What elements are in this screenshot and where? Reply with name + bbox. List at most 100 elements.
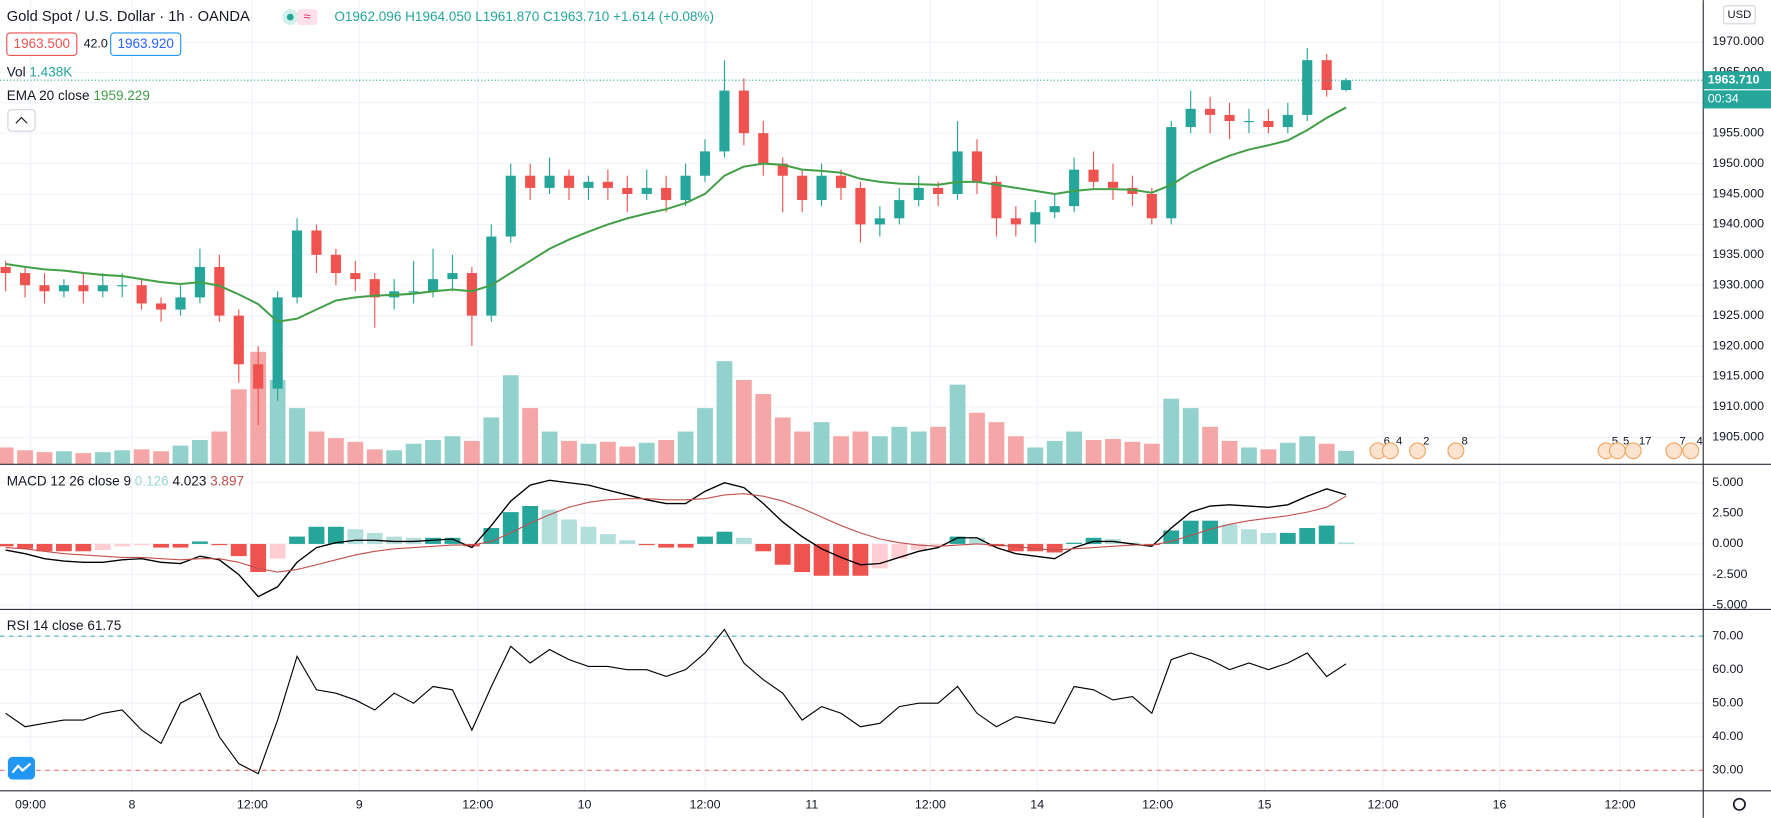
macd-hist-bar xyxy=(1279,532,1296,544)
y-tick-label: 1970.000 xyxy=(1712,34,1764,48)
volume-bar xyxy=(1318,443,1335,465)
sell-button[interactable] xyxy=(6,32,78,57)
macd-hist-bar xyxy=(677,543,694,548)
macd-hist-bar xyxy=(697,536,713,544)
sell-price[interactable]: 1963.500 xyxy=(14,36,71,51)
event-count: 4 xyxy=(1696,436,1702,448)
candle-body xyxy=(874,218,885,225)
volume-bar xyxy=(755,394,772,465)
macd-hist-bar xyxy=(1338,542,1355,544)
x-tick-label: 8 xyxy=(128,798,135,812)
event-icon[interactable] xyxy=(1409,442,1426,460)
macd-hist-bar xyxy=(774,543,791,565)
event-icon[interactable] xyxy=(1447,442,1465,460)
currency[interactable]: USD xyxy=(1727,9,1751,21)
macd-hist-bar xyxy=(522,505,539,544)
volume-bar xyxy=(366,449,383,465)
collapse-button[interactable] xyxy=(7,109,36,132)
macd-value: 4.023 xyxy=(172,473,206,488)
volume-bar xyxy=(871,436,888,465)
currency-button[interactable] xyxy=(1722,5,1756,25)
candle-body xyxy=(1321,60,1332,90)
y-tick-label: 60.00 xyxy=(1712,662,1743,676)
x-tick-label: 15 xyxy=(1258,798,1272,812)
volume-bar xyxy=(133,449,150,465)
volume-bar xyxy=(0,447,14,465)
macd-hist-bar xyxy=(852,543,869,576)
x-tick-label: 10 xyxy=(578,798,592,812)
macd-hist-bar xyxy=(541,509,558,544)
macd-hist-bar xyxy=(17,543,33,549)
last-price-box xyxy=(1703,71,1771,90)
macd-hist-bar xyxy=(1046,543,1063,553)
macd-hist-bar xyxy=(949,536,966,544)
macd-hist-bar xyxy=(75,543,92,552)
y-tick-label: 0.000 xyxy=(1712,536,1743,550)
y-tick-label: 40.00 xyxy=(1712,729,1743,743)
y-tick-label: 1930.000 xyxy=(1712,277,1764,291)
volume-bar xyxy=(114,450,131,465)
volume-bar xyxy=(599,441,616,465)
event-icon[interactable] xyxy=(1682,442,1700,460)
macd-hist-bar xyxy=(366,532,383,544)
candle-body xyxy=(738,90,749,134)
replay-icon[interactable] xyxy=(297,9,318,25)
candle-body xyxy=(758,133,769,164)
volume-bar xyxy=(794,431,811,465)
candle-body xyxy=(894,200,905,219)
replay-glyph: ≈ xyxy=(304,9,311,23)
volume-bar xyxy=(444,436,461,465)
macd-hist-bar xyxy=(1066,542,1083,544)
event-icon[interactable] xyxy=(1624,442,1642,460)
macd-hist-bar xyxy=(1299,528,1316,544)
logo-glyph xyxy=(11,762,32,774)
y-tick-label: 1935.000 xyxy=(1712,247,1764,261)
candle-body xyxy=(136,285,147,304)
buy-price[interactable]: 1963.920 xyxy=(117,36,174,51)
y-tick-label: 2.500 xyxy=(1712,506,1743,520)
candle-body xyxy=(816,175,827,201)
event-count: 8 xyxy=(1462,436,1468,448)
macd-hist-bar xyxy=(1318,525,1335,544)
signal-line xyxy=(5,493,1347,573)
macd-hist-bar xyxy=(619,540,636,544)
macd-hist-bar xyxy=(716,531,733,544)
volume-bar xyxy=(56,451,72,465)
ema-line xyxy=(5,106,1347,323)
x-tick-label: 9 xyxy=(356,798,363,812)
y-tick-label: 1955.000 xyxy=(1712,125,1764,139)
event-icon[interactable] xyxy=(1665,442,1683,460)
volume-bar xyxy=(425,439,441,465)
macd-hist-bar xyxy=(172,543,189,548)
macd-hist-bar xyxy=(1260,532,1277,544)
candle-body xyxy=(641,187,652,194)
volume-bar xyxy=(697,408,713,465)
y-tick-label: 1905.000 xyxy=(1712,430,1764,444)
low: L1961.870 xyxy=(475,9,539,24)
macd-hist-bar xyxy=(94,543,111,551)
macd-hist-bar xyxy=(580,526,597,544)
candle-body xyxy=(1127,187,1138,194)
macd-name: MACD 12 26 close 9 xyxy=(7,473,131,488)
volume-bar xyxy=(1279,442,1296,465)
volume-bar xyxy=(522,408,539,465)
volume-bar xyxy=(561,440,577,465)
x-tick-label: 12:00 xyxy=(237,798,268,812)
volume-bar xyxy=(1046,440,1063,465)
volume-bar xyxy=(813,422,830,465)
event-count: 17 xyxy=(1639,436,1652,448)
spread: 42.0 xyxy=(84,36,108,50)
event-icon[interactable] xyxy=(1381,442,1399,460)
volume-bar xyxy=(308,431,325,465)
macd-hist-bar xyxy=(1202,520,1219,544)
volume-bar xyxy=(930,426,947,465)
macd-hist-bar xyxy=(833,543,849,576)
buy-button[interactable] xyxy=(110,32,182,57)
macd-hist-bar xyxy=(1221,524,1238,544)
candle-body xyxy=(97,285,108,292)
candle-body xyxy=(1185,108,1196,128)
volume-bar xyxy=(1066,431,1083,465)
settings-icon[interactable] xyxy=(1732,797,1746,811)
macd-hist-bar xyxy=(0,543,14,547)
candle-body xyxy=(505,175,516,237)
